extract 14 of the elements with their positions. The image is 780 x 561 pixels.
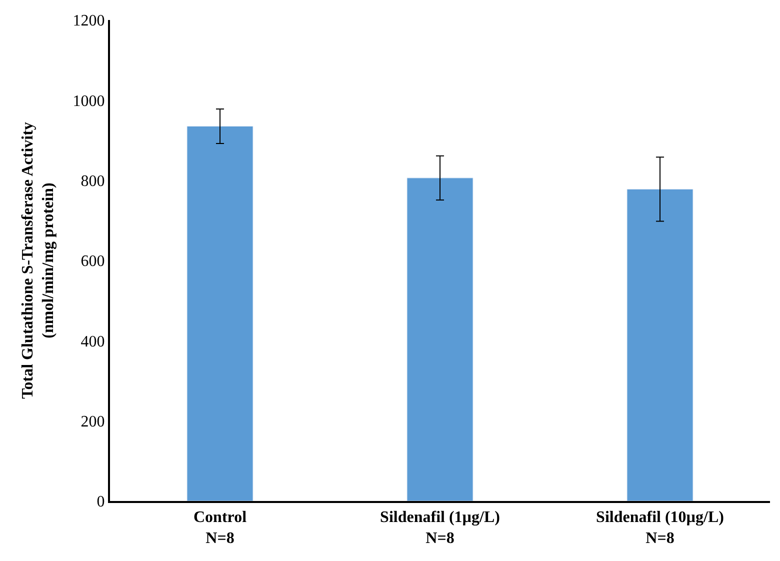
y-tick-label: 200	[80, 413, 105, 430]
bar	[626, 188, 694, 501]
y-tick-label: 0	[96, 494, 105, 511]
y-tick-label: 800	[80, 172, 105, 190]
y-tick-label: 400	[80, 333, 105, 350]
bar	[406, 178, 474, 501]
x-tick-label: Control N=8	[193, 509, 248, 547]
y-axis-title: Total Glutathione S-Transferase Activity (nmol/min/mg protein)	[19, 122, 58, 399]
x-tick-label: Sildenafil (10µg/L) N=8	[596, 509, 724, 547]
y-tick-label: 1200	[72, 12, 105, 30]
x-tick-label: Sildenafil (1µg/L) N=8	[380, 509, 500, 547]
bar	[186, 126, 254, 501]
y-tick-label: 600	[80, 253, 105, 270]
y-tick-label: 1000	[72, 92, 105, 110]
